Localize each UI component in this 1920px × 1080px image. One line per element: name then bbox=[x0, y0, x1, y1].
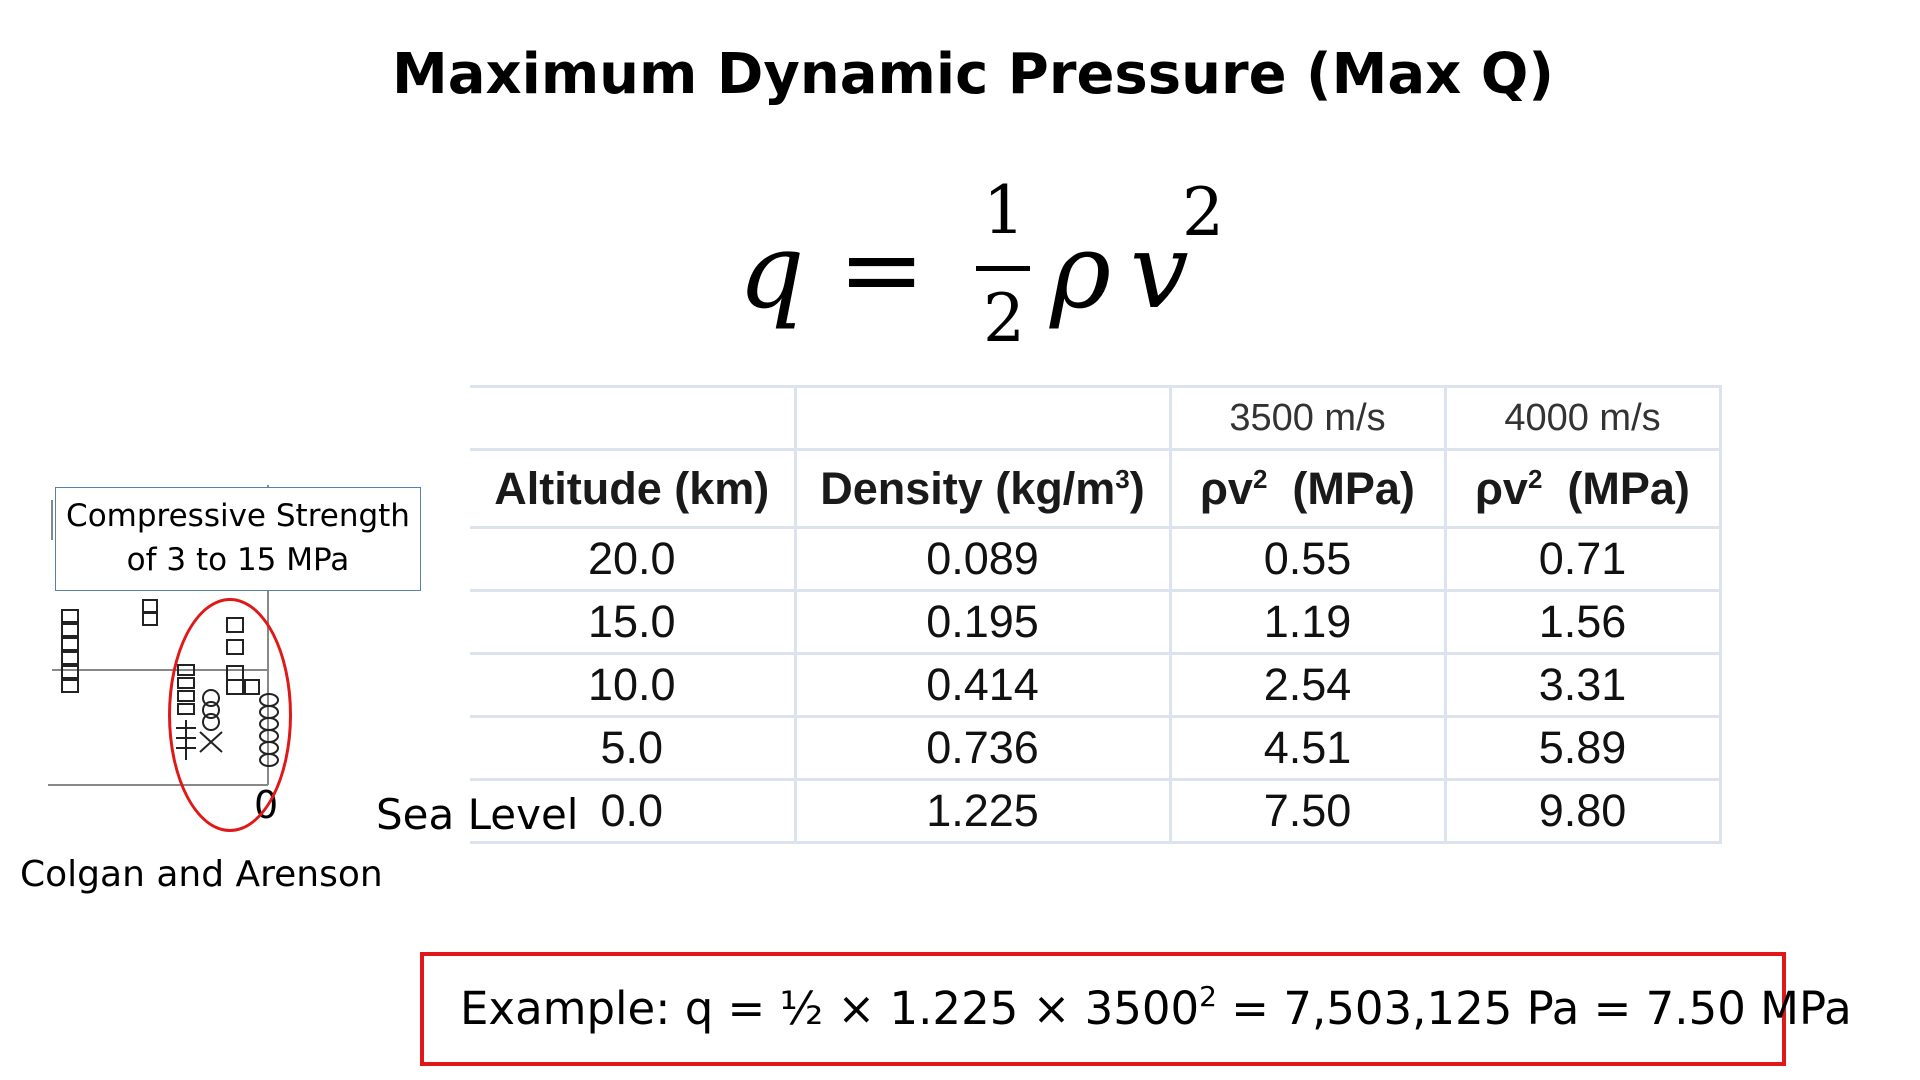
cell-rhov2-3500: 7.50 bbox=[1170, 779, 1447, 844]
cell-rhov2-3500: 2.54 bbox=[1170, 653, 1447, 718]
speed-cell bbox=[470, 385, 797, 451]
compressive-strength-callout: Compressive Strength of 3 to 15 MPa bbox=[55, 487, 421, 591]
formula-exponent: 2 bbox=[1182, 174, 1224, 251]
header-density-close: ) bbox=[1129, 462, 1145, 514]
slide-title: Maximum Dynamic Pressure (Max Q) bbox=[392, 42, 1554, 107]
table-row: 20.0 0.089 0.55 0.71 bbox=[470, 527, 1722, 592]
header-rhov2-3500: ρv2 (MPa) bbox=[1170, 449, 1447, 529]
cell-altitude: 10.0 bbox=[470, 653, 797, 718]
cell-density: 0.736 bbox=[795, 716, 1172, 781]
example-prefix: Example: q = ½ × 1.225 × 3500 bbox=[460, 982, 1200, 1035]
formula-denominator: 2 bbox=[983, 280, 1025, 357]
table-row: 0.0 1.225 7.50 9.80 bbox=[470, 779, 1722, 844]
plot-credit: Colgan and Arenson bbox=[20, 854, 383, 895]
cell-rhov2-3500: 0.55 bbox=[1170, 527, 1447, 592]
formula-fraction-bar bbox=[976, 266, 1030, 271]
cell-altitude: 0.0 bbox=[470, 779, 797, 844]
cell-altitude: 5.0 bbox=[470, 716, 797, 781]
cell-rhov2-4000: 3.31 bbox=[1445, 653, 1722, 718]
cell-density: 1.225 bbox=[795, 779, 1172, 844]
table-row: 10.0 0.414 2.54 3.31 bbox=[470, 653, 1722, 718]
header-rhov2-4000: ρv2 (MPa) bbox=[1445, 449, 1722, 529]
header-density: Density (kg/m3) bbox=[795, 449, 1172, 529]
header-rho-unit: (MPa) bbox=[1267, 462, 1415, 514]
header-rho-text: ρv bbox=[1200, 462, 1253, 514]
cell-rhov2-3500: 1.19 bbox=[1170, 590, 1447, 655]
formula-q: q bbox=[738, 210, 805, 332]
speed-cell bbox=[795, 385, 1172, 451]
formula-numerator: 1 bbox=[983, 172, 1025, 249]
formula-rho: ρ bbox=[1050, 210, 1112, 332]
header-density-exp: 3 bbox=[1115, 463, 1130, 494]
example-exponent: 2 bbox=[1199, 980, 1217, 1013]
header-rho-unit: (MPa) bbox=[1542, 462, 1690, 514]
example-calculation-box: Example: q = ½ × 1.225 × 35002 = 7,503,1… bbox=[420, 952, 1852, 1066]
cell-rhov2-4000: 0.71 bbox=[1445, 527, 1722, 592]
table-row: 15.0 0.195 1.19 1.56 bbox=[470, 590, 1722, 655]
callout-line-2: of 3 to 15 MPa bbox=[126, 542, 350, 578]
dynamic-pressure-formula: q = 1 2 ρ v 2 bbox=[730, 170, 1250, 370]
header-altitude: Altitude (km) bbox=[470, 449, 797, 529]
table-row: 5.0 0.736 4.51 5.89 bbox=[470, 716, 1722, 781]
highlight-ellipse bbox=[168, 598, 292, 832]
example-suffix: = 7,503,125 Pa = 7.50 MPa bbox=[1217, 982, 1852, 1035]
formula-equals: = bbox=[838, 208, 926, 330]
cell-rhov2-4000: 9.80 bbox=[1445, 779, 1722, 844]
callout-line-1: Compressive Strength bbox=[66, 498, 410, 534]
cell-altitude: 20.0 bbox=[470, 527, 797, 592]
cell-altitude: 15.0 bbox=[470, 590, 797, 655]
cell-density: 0.195 bbox=[795, 590, 1172, 655]
cell-density: 0.414 bbox=[795, 653, 1172, 718]
speed-cell: 4000 m/s bbox=[1445, 385, 1722, 451]
cell-rhov2-4000: 1.56 bbox=[1445, 590, 1722, 655]
dynamic-pressure-table: 3500 m/s 4000 m/s Altitude (km) Density … bbox=[470, 385, 1722, 844]
header-rho-exp: 2 bbox=[1252, 463, 1268, 494]
header-rho-text: ρv bbox=[1475, 462, 1528, 514]
formula-v: v bbox=[1130, 210, 1189, 332]
speed-row: 3500 m/s 4000 m/s bbox=[470, 385, 1722, 451]
cell-rhov2-4000: 5.89 bbox=[1445, 716, 1722, 781]
cell-rhov2-3500: 4.51 bbox=[1170, 716, 1447, 781]
cell-density: 0.089 bbox=[795, 527, 1172, 592]
header-rho-exp: 2 bbox=[1527, 463, 1543, 494]
header-density-text: Density (kg/m bbox=[820, 462, 1116, 514]
header-row: Altitude (km) Density (kg/m3) ρv2 (MPa) … bbox=[470, 449, 1722, 529]
speed-cell: 3500 m/s bbox=[1170, 385, 1447, 451]
